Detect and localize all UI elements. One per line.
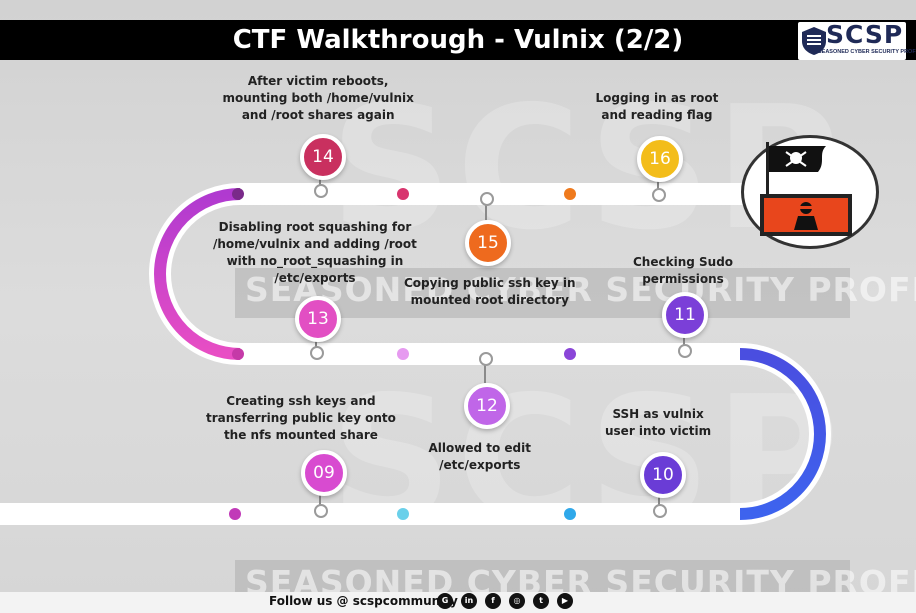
- step-12-label-line: Allowed to edit: [428, 441, 532, 455]
- step-11-label-line: Checking Sudo: [633, 255, 734, 269]
- step-16-pin: [652, 188, 666, 202]
- step-16-badge: 16: [637, 136, 683, 182]
- twitter-icon[interactable]: t: [533, 593, 549, 609]
- step-09-connector: [319, 492, 321, 510]
- step-11-connector: [683, 334, 685, 350]
- step-09-label-line: transferring public key onto: [206, 411, 396, 425]
- linkedin-icon[interactable]: in: [461, 593, 477, 609]
- facebook-icon[interactable]: f: [485, 593, 501, 609]
- step-12-label: Allowed to edit/etc/exports: [429, 440, 532, 474]
- logo-text: SCSP: [826, 20, 904, 49]
- step-14-label-line: and /root shares again: [241, 108, 395, 122]
- logo-shield-icon: [802, 27, 826, 55]
- footer-bar: [0, 592, 916, 613]
- step-14-badge: 14: [300, 134, 346, 180]
- step-11-label-line: permissions: [642, 272, 724, 286]
- step-11-label: Checking Sudo permissions: [633, 254, 733, 288]
- step-10-pin: [653, 504, 667, 518]
- step-10-label: SSH as vulnix user into victim: [605, 406, 711, 440]
- step-13-label-line: Disabling root squashing for: [218, 220, 412, 234]
- step-15-pin: [480, 192, 494, 206]
- step-10-badge: 10: [640, 452, 686, 498]
- step-14-pin: [314, 184, 328, 198]
- step-09-label-line: Creating ssh keys and: [226, 394, 376, 408]
- step-15-label-line: mounted root directory: [410, 293, 569, 307]
- step-13-pin: [310, 346, 324, 360]
- step-15-label-line: Copying public ssh key in: [404, 276, 576, 290]
- step-16-connector: [657, 178, 659, 194]
- step-14-label: After victim reboots, mounting both /home…: [223, 73, 414, 124]
- step-16-label: Logging in as root and reading flag: [596, 90, 719, 124]
- step-13-label-line: with no_root_squashing in: [226, 254, 404, 268]
- step-12-badge: 12: [464, 383, 510, 429]
- step-16-label-line: Logging in as root: [595, 91, 719, 105]
- youtube-icon[interactable]: ▶: [557, 593, 573, 609]
- step-13-label: Disabling root squashing for/home/vulnix…: [213, 219, 417, 287]
- step-14-connector: [319, 176, 321, 190]
- step-13-label-line: /etc/exports: [274, 271, 356, 285]
- instagram-icon[interactable]: ◎: [509, 593, 525, 609]
- step-14-label-line: mounting both /home/vulnix: [222, 91, 414, 105]
- step-11-badge: 11: [662, 292, 708, 338]
- step-12-label-line: /etc/exports: [439, 458, 521, 472]
- step-15-badge: 15: [465, 220, 511, 266]
- title-bar: [0, 20, 916, 60]
- step-13-label-line: /home/vulnix and adding /root: [213, 237, 417, 251]
- step-09-label-line: the nfs mounted share: [223, 428, 378, 442]
- step-13-badge: 13: [295, 296, 341, 342]
- step-10-label-line: SSH as vulnix: [612, 407, 704, 421]
- step-16-label-line: and reading flag: [601, 108, 713, 122]
- logo-subtitle: SEASONED CYBER SECURITY PROFESSIONALS: [818, 49, 916, 55]
- step-12-connector: [484, 358, 486, 383]
- github-icon[interactable]: G: [437, 593, 453, 609]
- footer-follow-text: Follow us @ scspcommunity: [269, 594, 458, 608]
- step-10-connector: [658, 494, 660, 510]
- step-12-pin: [479, 352, 493, 366]
- pirate-flag-icon: [760, 142, 852, 236]
- step-09-label: Creating ssh keys and transferring public…: [206, 393, 396, 444]
- step-13-connector: [315, 338, 317, 352]
- step-11-pin: [678, 344, 692, 358]
- page-title: CTF Walkthrough - Vulnix (2/2): [232, 25, 684, 55]
- step-15-label: Copying public ssh key in mounted root di…: [404, 275, 576, 309]
- watermark-tagline-top: SEASONED CYBER SECURITY PROFESSIONALS: [245, 270, 916, 309]
- step-10-label-line: user into victim: [605, 424, 712, 438]
- step-09-pin: [314, 504, 328, 518]
- step-09-badge: 09: [301, 450, 347, 496]
- step-14-label-line: After victim reboots,: [247, 74, 389, 88]
- step-15-connector: [485, 198, 487, 220]
